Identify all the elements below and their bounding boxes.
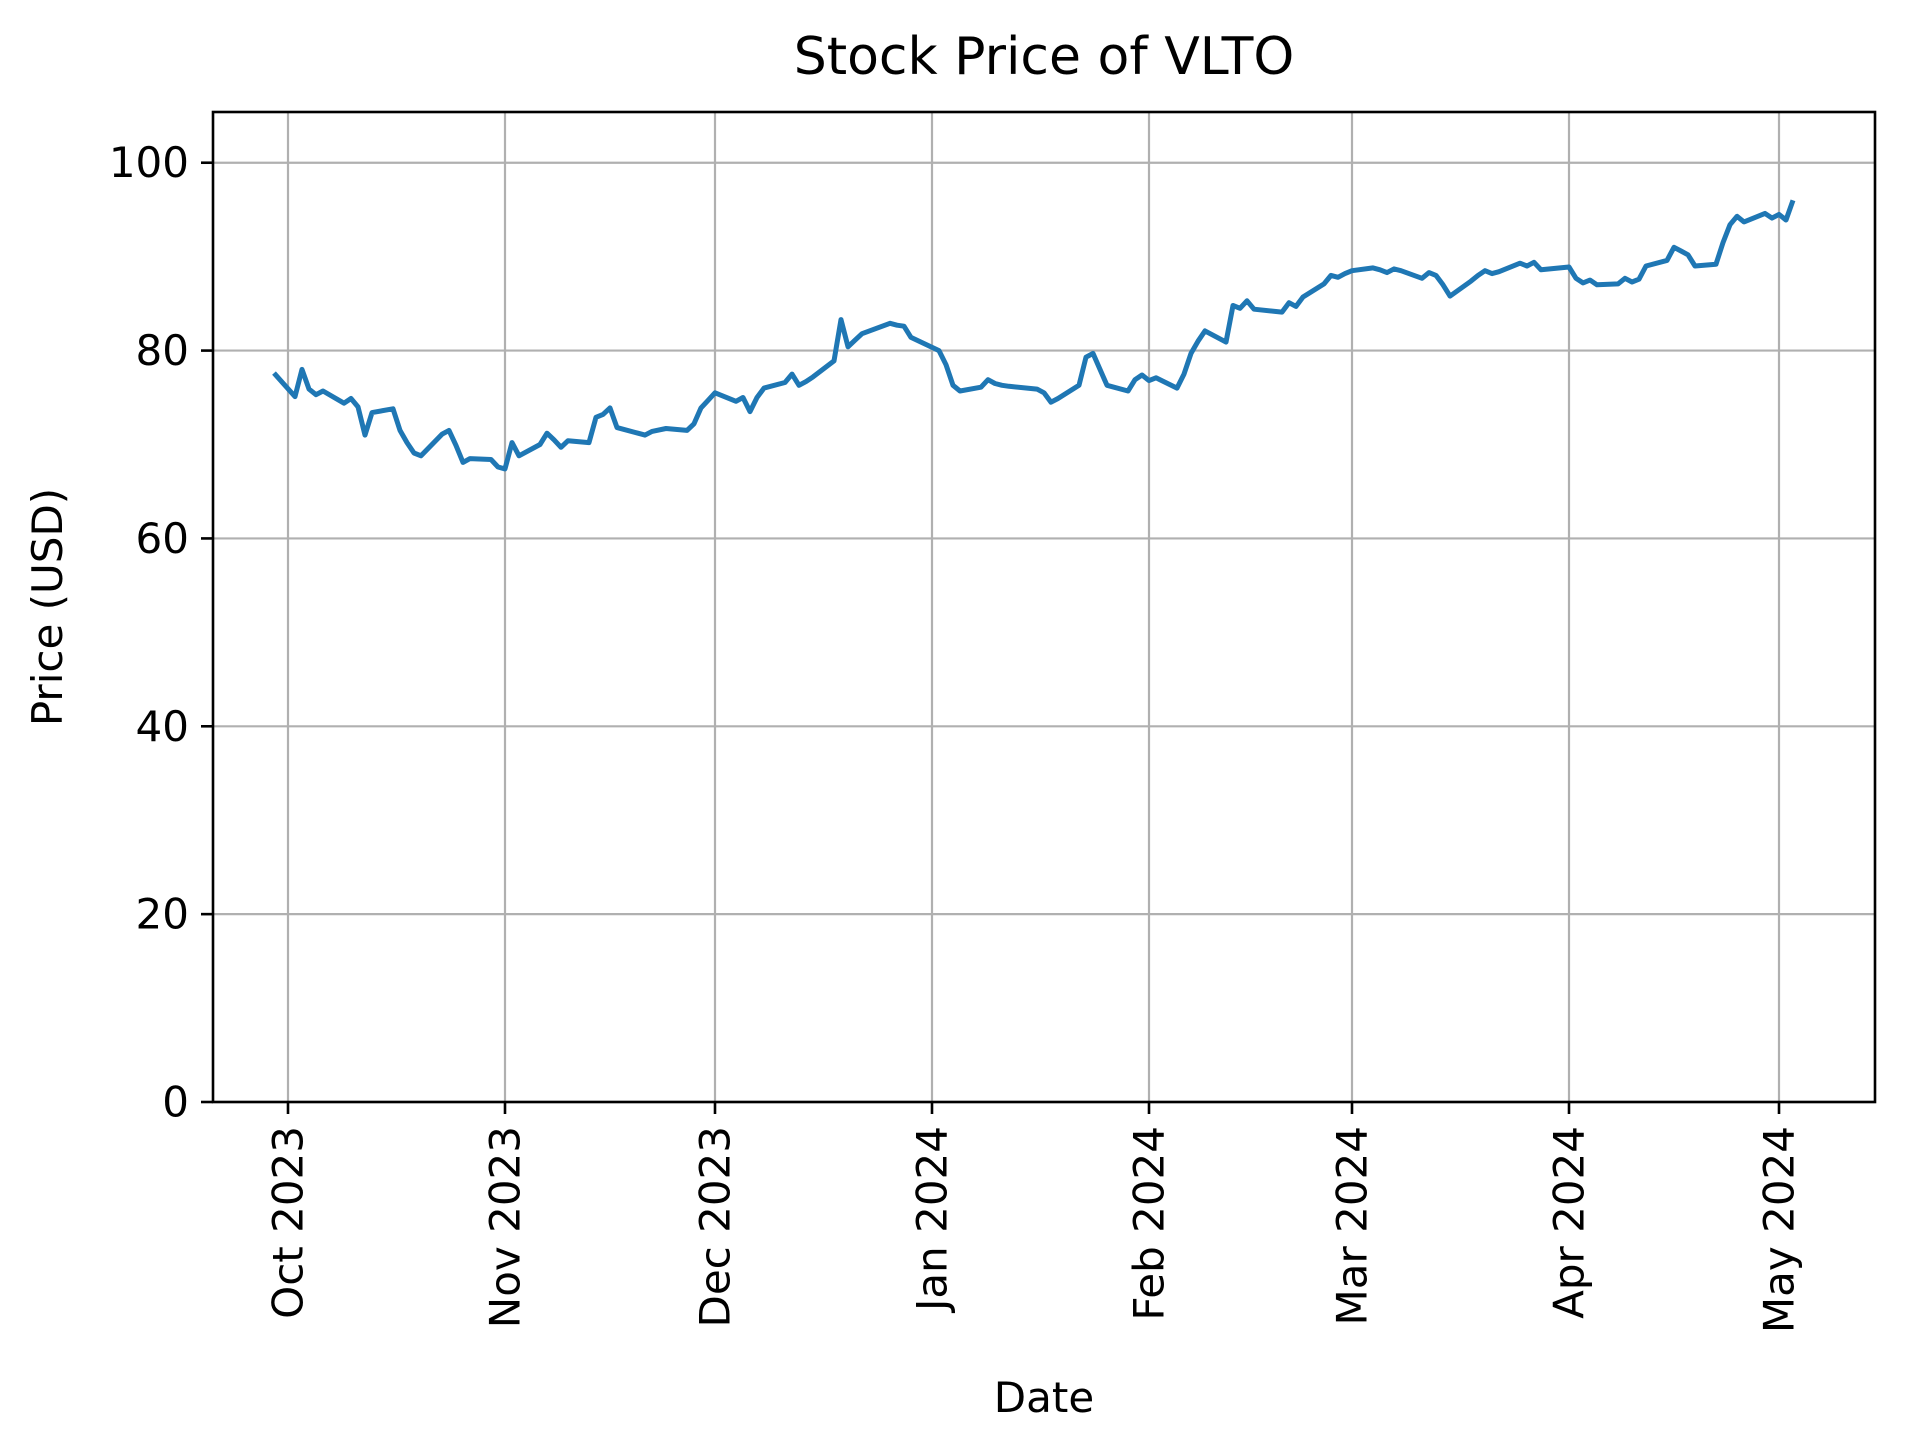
x-tick-label: May 2024 <box>1755 1126 1804 1333</box>
x-tick-label: Feb 2024 <box>1125 1126 1174 1321</box>
price-line-layer <box>272 199 1796 472</box>
x-tick-label: Dec 2023 <box>691 1126 740 1328</box>
tick-labels: Oct 2023 Nov 2023 Dec 2023 Jan 2024 Feb 2024… <box>109 138 1804 1333</box>
y-tick-label: 0 <box>162 1078 189 1127</box>
tick-marks <box>201 161 1781 1114</box>
x-tick-label: Nov 2023 <box>481 1126 530 1328</box>
price-line <box>272 199 1796 472</box>
x-tick-label: Jan 2024 <box>908 1126 957 1314</box>
plot-border <box>211 110 1877 1104</box>
axes-spines <box>211 110 1877 1104</box>
y-tick-label: 40 <box>136 702 189 751</box>
x-tick-label: Oct 2023 <box>264 1126 313 1319</box>
x-tick-label: Mar 2024 <box>1328 1126 1377 1325</box>
x-tick-label: Apr 2024 <box>1545 1126 1594 1319</box>
y-tick-label: 80 <box>136 326 189 375</box>
y-axis-label: Price (USD) <box>23 488 72 726</box>
chart-title: Stock Price of VLTO <box>794 27 1295 87</box>
y-tick-label: 20 <box>136 890 189 939</box>
y-tick-label: 60 <box>136 514 189 563</box>
x-axis-label: Date <box>994 1373 1094 1422</box>
grid-lines <box>213 112 1875 1104</box>
y-tick-label: 100 <box>109 138 189 187</box>
